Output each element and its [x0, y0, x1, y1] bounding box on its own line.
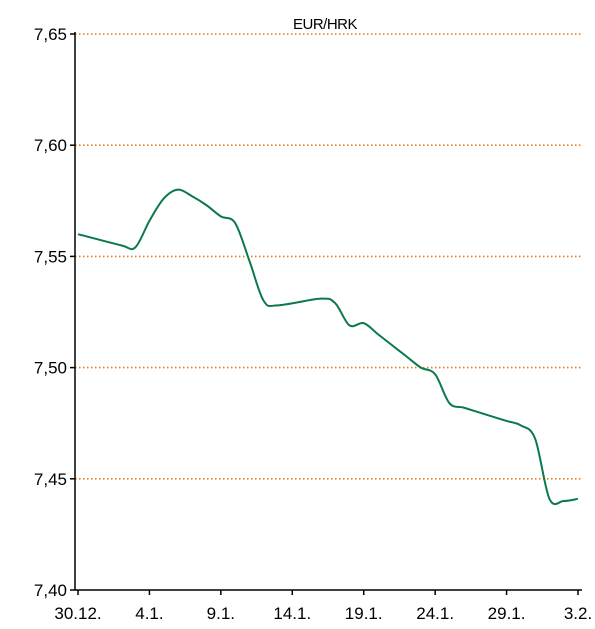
- x-tick-label: 14.1.: [273, 604, 311, 623]
- y-tick-label: 7,45: [34, 470, 67, 489]
- x-tick-label: 4.1.: [135, 604, 163, 623]
- gridlines: [75, 33, 582, 480]
- x-tick-label: 29.1.: [488, 604, 526, 623]
- y-tick-label: 7,60: [34, 136, 67, 155]
- y-tick-label: 7,55: [34, 247, 67, 266]
- series-line: [77, 188, 579, 506]
- axes: [74, 32, 582, 591]
- y-tick-labels: 7,40 7,45 7,50 7,55 7,60 7,65: [34, 25, 75, 600]
- x-tick-label: 3.2.: [564, 604, 592, 623]
- x-tick-label: 30.12.: [54, 604, 101, 623]
- x-tick-labels: 30.12. 4.1. 9.1. 14.1. 19.1. 24.1. 29.1. 3.2.: [54, 590, 592, 623]
- chart-title: EUR/HRK: [293, 16, 358, 33]
- x-tick-label: 19.1.: [345, 604, 383, 623]
- x-tick-label: 9.1.: [207, 604, 235, 623]
- y-tick-label: 7,50: [34, 359, 67, 378]
- x-tick-label: 24.1.: [416, 604, 454, 623]
- y-tick-label: 7,40: [34, 581, 67, 600]
- series-layer: [77, 188, 579, 506]
- y-tick-label: 7,65: [34, 25, 67, 44]
